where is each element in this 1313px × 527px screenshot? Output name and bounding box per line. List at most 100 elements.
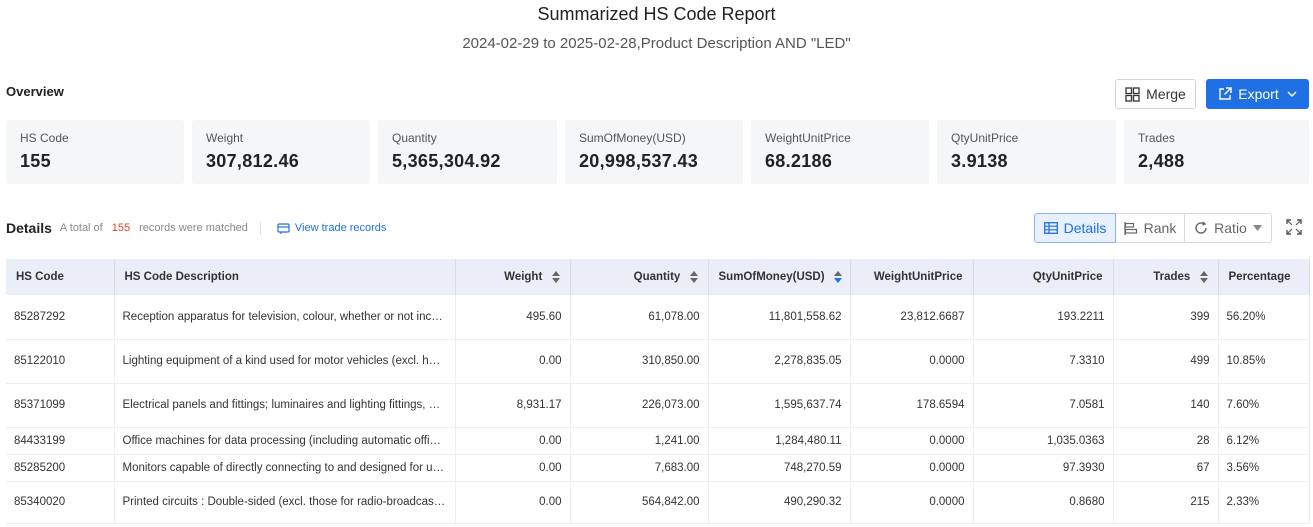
- cell-qty-unit-price: 193.2211: [973, 295, 1114, 340]
- table-header-row: HS Code HS Code Description Weight Quant…: [6, 259, 1310, 295]
- table-row[interactable]: 85340020 Printed circuits : Double-sided…: [6, 481, 1310, 524]
- cell-sum-of-money: 11,801,558.62: [708, 295, 851, 340]
- stat-value: 155: [20, 151, 51, 171]
- cell-weight: 0.00: [455, 339, 571, 384]
- tab-details-label: Details: [1063, 220, 1107, 236]
- sort-icon[interactable]: [551, 270, 560, 283]
- cell-quantity: 310,850.00: [570, 339, 709, 384]
- divider: [259, 221, 261, 235]
- records-count: 155: [111, 222, 131, 234]
- stat-card-qty-unit-price: QtyUnitPrice 3.9138: [937, 120, 1116, 184]
- cell-weight: 0.00: [455, 454, 571, 482]
- cell-weight-unit-price: 0.0000: [850, 339, 974, 384]
- view-trade-records-link[interactable]: View trade records: [277, 222, 386, 234]
- col-sum-of-money[interactable]: SumOfMoney(USD): [708, 259, 851, 295]
- cell-percentage: 2.33%: [1218, 481, 1310, 524]
- cell-trades: 215: [1113, 481, 1219, 524]
- stat-card-trades: Trades 2,488: [1124, 120, 1309, 184]
- stat-card-weight-unit-price: WeightUnitPrice 68.2186: [751, 120, 929, 184]
- cell-weight-unit-price: 0.0000: [850, 454, 974, 482]
- col-percentage[interactable]: Percentage: [1218, 259, 1310, 295]
- cell-qty-unit-price: 7.0581: [973, 383, 1114, 428]
- cell-quantity: 1,241.00: [570, 427, 709, 455]
- cell-weight: 0.00: [455, 427, 571, 455]
- table-row[interactable]: 85371099 Electrical panels and fittings;…: [6, 383, 1310, 428]
- cell-hs-code: 85287292: [6, 295, 115, 340]
- export-button[interactable]: Export: [1206, 79, 1309, 109]
- cell-percentage: 10.85%: [1218, 339, 1310, 384]
- cell-quantity: 61,078.00: [570, 295, 709, 340]
- cell-qty-unit-price: 1,035.0363: [973, 427, 1114, 455]
- merge-button[interactable]: Merge: [1115, 79, 1196, 109]
- sort-desc-active-icon[interactable]: [833, 270, 842, 283]
- cell-hs-code: 85371099: [6, 383, 115, 428]
- cell-hs-code: 85122010: [6, 339, 115, 384]
- cell-description: Electrical panels and fittings; luminair…: [114, 383, 456, 428]
- cell-trades: 140: [1113, 383, 1219, 428]
- cell-description: Lighting equipment of a kind used for mo…: [114, 339, 456, 384]
- col-hs-code-description[interactable]: HS Code Description: [114, 259, 456, 295]
- cell-weight: 495.60: [455, 295, 571, 340]
- cell-sum-of-money: 1,284,480.11: [708, 427, 851, 455]
- records-suffix: records were matched: [139, 222, 248, 234]
- merge-icon: [1125, 86, 1140, 102]
- ratio-icon: [1195, 221, 1207, 234]
- col-trades[interactable]: Trades: [1113, 259, 1219, 295]
- cell-trades: 499: [1113, 339, 1219, 384]
- cell-weight-unit-price: 23,812.6687: [850, 295, 974, 340]
- col-qty-unit-price[interactable]: QtyUnitPrice: [973, 259, 1114, 295]
- cell-hs-code: 85340020: [6, 481, 115, 524]
- view-switcher: Details Rank Ratio: [1034, 213, 1272, 243]
- sort-icon[interactable]: [689, 270, 698, 283]
- table-icon: [1043, 222, 1058, 234]
- cell-qty-unit-price: 7.3310: [973, 339, 1114, 384]
- table-row[interactable]: 84433199 Office machines for data proces…: [6, 427, 1310, 455]
- cell-quantity: 564,842.00: [570, 481, 709, 524]
- stat-card-weight: Weight 307,812.46: [192, 120, 370, 184]
- cell-weight-unit-price: 178.6594: [850, 383, 974, 428]
- caret-down-icon: [1252, 225, 1262, 231]
- table-row[interactable]: 85285200 Monitors capable of directly co…: [6, 454, 1310, 482]
- details-title: Details: [6, 220, 52, 236]
- cell-trades: 28: [1113, 427, 1219, 455]
- merge-label: Merge: [1146, 86, 1186, 102]
- tab-rank[interactable]: Rank: [1116, 213, 1185, 243]
- tab-details[interactable]: Details: [1034, 213, 1116, 243]
- cell-quantity: 7,683.00: [570, 454, 709, 482]
- stat-label: Weight: [206, 131, 244, 145]
- stat-label: HS Code: [20, 131, 69, 145]
- stat-label: Trades: [1138, 131, 1175, 145]
- col-quantity[interactable]: Quantity: [570, 259, 709, 295]
- records-icon: [277, 222, 290, 234]
- records-prefix: A total of: [59, 222, 103, 234]
- cell-sum-of-money: 490,290.32: [708, 481, 851, 524]
- table-row[interactable]: 85122010 Lighting equipment of a kind us…: [6, 339, 1310, 384]
- cell-weight-unit-price: 0.0000: [850, 481, 974, 524]
- stat-value: 3.9138: [951, 151, 1008, 171]
- col-weight[interactable]: Weight: [455, 259, 571, 295]
- cell-trades: 67: [1113, 454, 1219, 482]
- col-hs-code[interactable]: HS Code: [6, 259, 115, 295]
- table-row[interactable]: 85287292 Reception apparatus for televis…: [6, 295, 1310, 340]
- cell-quantity: 226,073.00: [570, 383, 709, 428]
- stat-label: QtyUnitPrice: [951, 131, 1019, 145]
- fullscreen-icon[interactable]: [1286, 219, 1302, 235]
- chevron-down-icon: [1287, 91, 1297, 97]
- stat-value: 5,365,304.92: [392, 151, 501, 171]
- report-title: Summarized HS Code Report: [537, 4, 776, 24]
- cell-qty-unit-price: 97.3930: [973, 454, 1114, 482]
- stat-card-sum-of-money: SumOfMoney(USD) 20,998,537.43: [565, 120, 743, 184]
- tab-rank-label: Rank: [1143, 220, 1177, 236]
- cell-percentage: 6.12%: [1218, 427, 1310, 455]
- col-weight-unit-price[interactable]: WeightUnitPrice: [850, 259, 974, 295]
- cell-percentage: 3.56%: [1218, 454, 1310, 482]
- cell-sum-of-money: 748,270.59: [708, 454, 851, 482]
- cell-sum-of-money: 1,595,637.74: [708, 383, 851, 428]
- sort-icon[interactable]: [1199, 270, 1208, 283]
- cell-description: Office machines for data processing (inc…: [114, 427, 456, 455]
- stat-label: WeightUnitPrice: [765, 131, 851, 145]
- cell-weight-unit-price: 0.0000: [850, 427, 974, 455]
- tab-ratio[interactable]: Ratio: [1185, 213, 1272, 243]
- stat-card-quantity: Quantity 5,365,304.92: [378, 120, 557, 184]
- cell-description: Monitors capable of directly connecting …: [114, 454, 456, 482]
